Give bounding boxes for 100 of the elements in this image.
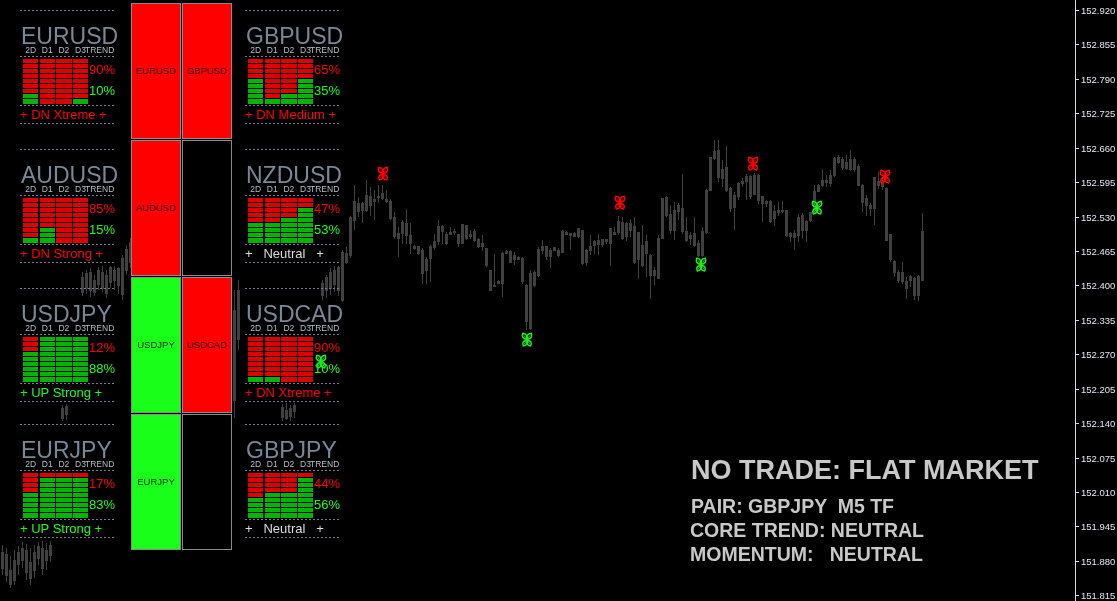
candlestick bbox=[849, 149, 852, 172]
annotation: + DN Medium + bbox=[245, 107, 337, 122]
candlestick bbox=[621, 216, 624, 241]
x-tick-label: 2D bbox=[250, 45, 262, 55]
candlestick bbox=[845, 154, 848, 171]
candlestick bbox=[13, 549, 16, 586]
x-tick-label: D3 bbox=[75, 45, 87, 55]
annotation: EURJPY bbox=[137, 475, 176, 487]
annotation: + UP Strong + bbox=[20, 385, 103, 400]
x-tick-label: D2 bbox=[283, 323, 295, 333]
annotation: CORE TREND: NEUTRAL bbox=[690, 519, 925, 541]
candlestick bbox=[281, 403, 284, 422]
x-tick-label: D1 bbox=[41, 323, 53, 333]
annotation: 53% bbox=[313, 222, 341, 237]
x-tick-label: 2D bbox=[25, 459, 37, 469]
candlestick bbox=[29, 547, 32, 586]
candlestick bbox=[41, 540, 44, 576]
candlestick bbox=[913, 276, 916, 301]
annotation: + Neutral + bbox=[245, 246, 324, 261]
candlestick bbox=[465, 224, 468, 241]
annotation: TREND bbox=[310, 184, 340, 194]
annotation: 90% bbox=[313, 340, 341, 355]
y-tick-label: 152.270 bbox=[1081, 348, 1116, 360]
annotation: 83% bbox=[88, 497, 116, 512]
x-tick-label: 2D bbox=[250, 184, 262, 194]
annotation: 47% bbox=[313, 201, 341, 216]
annotation: 12% bbox=[88, 340, 116, 355]
y-tick-label: 152.725 bbox=[1081, 107, 1116, 119]
annotation: + DN Xtreme + bbox=[245, 385, 332, 400]
x-tick-label: D1 bbox=[266, 459, 278, 469]
bar bbox=[248, 198, 264, 224]
x-tick-label: D3 bbox=[300, 45, 312, 55]
x-tick-label: 2D bbox=[25, 323, 37, 333]
x-tick-label: D2 bbox=[283, 459, 295, 469]
candlestick bbox=[481, 234, 484, 252]
candlestick bbox=[873, 176, 876, 226]
x-tick-label: D3 bbox=[75, 184, 87, 194]
annotation: NO TRADE: FLAT MARKET bbox=[691, 455, 1039, 485]
candlestick bbox=[493, 253, 496, 288]
annotation: TREND bbox=[85, 45, 115, 55]
x-tick-label: D1 bbox=[41, 459, 53, 469]
bar bbox=[248, 59, 264, 79]
y-tick-label: 152.530 bbox=[1081, 211, 1116, 223]
annotation: AUDUSD bbox=[135, 201, 177, 213]
candlestick bbox=[437, 219, 440, 246]
x-tick-label: 2D bbox=[250, 323, 262, 333]
x-tick-label: D2 bbox=[283, 184, 295, 194]
annotation: 65% bbox=[313, 62, 341, 77]
candlestick bbox=[289, 404, 292, 422]
x-tick-label: 2D bbox=[250, 459, 262, 469]
candlestick bbox=[569, 232, 572, 251]
annotation: + DN Strong + bbox=[20, 246, 104, 261]
candlestick bbox=[377, 184, 380, 204]
y-tick-label: 152.465 bbox=[1081, 245, 1116, 257]
y-tick-label: 152.855 bbox=[1081, 38, 1116, 50]
annotation: USDJPY bbox=[137, 338, 176, 350]
candlestick bbox=[561, 229, 564, 254]
y-tick-label: 152.205 bbox=[1081, 383, 1116, 395]
annotation: 88% bbox=[88, 361, 116, 376]
annotation: + UP Strong + bbox=[20, 521, 103, 536]
annotation: 17% bbox=[88, 476, 116, 491]
annotation: 44% bbox=[313, 476, 341, 491]
x-tick-label: D2 bbox=[58, 184, 70, 194]
annotation: TREND bbox=[85, 323, 115, 333]
x-tick-label: D1 bbox=[266, 184, 278, 194]
annotation: PAIR: GBPJPY M5 TF bbox=[691, 495, 895, 517]
candlestick bbox=[413, 244, 416, 251]
annotation: 56% bbox=[313, 497, 341, 512]
annotation: 10% bbox=[88, 83, 116, 98]
y-tick-label: 151.815 bbox=[1081, 589, 1116, 601]
bar bbox=[248, 78, 264, 104]
candlestick bbox=[773, 204, 776, 227]
candlestick bbox=[513, 251, 516, 266]
candlestick bbox=[381, 184, 384, 201]
x-tick-label: D1 bbox=[266, 323, 278, 333]
candlestick bbox=[293, 402, 296, 419]
candlestick bbox=[609, 227, 612, 267]
candlestick bbox=[649, 253, 652, 300]
candlestick bbox=[617, 215, 620, 236]
annotation: 10% bbox=[313, 361, 341, 376]
candlestick bbox=[85, 269, 88, 295]
candlestick bbox=[285, 402, 288, 421]
candlestick bbox=[549, 247, 552, 269]
annotation: USDCAD bbox=[186, 338, 228, 350]
y-tick-label: 152.790 bbox=[1081, 73, 1116, 85]
bar bbox=[248, 498, 264, 518]
candlestick bbox=[717, 139, 720, 183]
annotation: TREND bbox=[85, 459, 115, 469]
candlestick bbox=[65, 403, 68, 421]
annotation: + Neutral + bbox=[245, 521, 324, 536]
annotation: TREND bbox=[310, 459, 340, 469]
candlestick bbox=[673, 201, 676, 241]
candlestick bbox=[809, 211, 812, 223]
candlestick bbox=[841, 156, 844, 171]
y-tick-label: 152.140 bbox=[1081, 417, 1116, 429]
candlestick bbox=[45, 542, 48, 571]
candlestick bbox=[769, 199, 772, 224]
candlestick bbox=[329, 267, 332, 296]
x-tick-label: 2D bbox=[25, 184, 37, 194]
candlestick bbox=[61, 404, 64, 422]
